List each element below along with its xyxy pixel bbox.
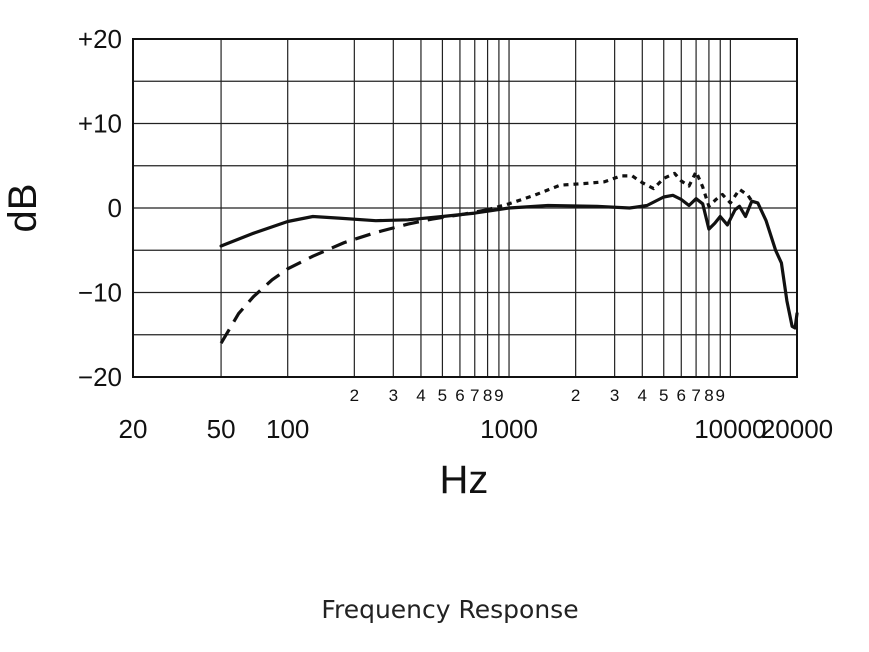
x-minor-tick-label: 6 — [677, 386, 686, 405]
x-minor-tick-label: 4 — [416, 386, 425, 405]
x-minor-tick-label: 5 — [659, 386, 668, 405]
y-tick-label: +10 — [78, 109, 122, 139]
y-tick-labels: +20 +10 0 −10 −20 — [78, 24, 122, 392]
x-minor-tick-label: 3 — [389, 386, 398, 405]
x-axis-label: Hz — [440, 458, 489, 502]
x-minor-tick-label: 9 — [716, 386, 725, 405]
x-minor-tick-label: 7 — [470, 386, 479, 405]
x-major-tick-label: 20000 — [761, 414, 833, 444]
chart-caption: Frequency Response — [321, 595, 578, 624]
chart-series — [219, 170, 799, 345]
x-major-tick-label: 1000 — [480, 414, 538, 444]
x-minor-tick-label: 2 — [571, 386, 580, 405]
chart-grid — [133, 38, 797, 378]
x-minor-tick-label: 8 — [483, 386, 492, 405]
series-line-dotted — [487, 170, 754, 212]
x-minor-tick-label: 9 — [494, 386, 503, 405]
x-minor-tick-label: 2 — [350, 386, 359, 405]
y-tick-label: +20 — [78, 24, 122, 54]
y-tick-label: 0 — [108, 193, 122, 223]
x-major-tick-label: 100 — [266, 414, 309, 444]
x-minor-tick-label: 8 — [704, 386, 713, 405]
x-minor-tick-label: 7 — [691, 386, 700, 405]
x-major-tick-label: 10000 — [694, 414, 766, 444]
x-minor-tick-label: 5 — [438, 386, 447, 405]
x-major-tick-label: 20 — [119, 414, 148, 444]
plot-frame — [132, 38, 798, 378]
x-minor-tick-label: 6 — [455, 386, 464, 405]
y-tick-label: −10 — [78, 278, 122, 308]
x-major-tick-label: 50 — [207, 414, 236, 444]
series-line-solid — [219, 193, 799, 330]
x-minor-tick-label: 4 — [638, 386, 647, 405]
y-axis-label: dB — [1, 184, 45, 233]
x-minor-tick-label: 3 — [610, 386, 619, 405]
series-line-dashed — [219, 208, 488, 345]
y-tick-label: −20 — [78, 362, 122, 392]
